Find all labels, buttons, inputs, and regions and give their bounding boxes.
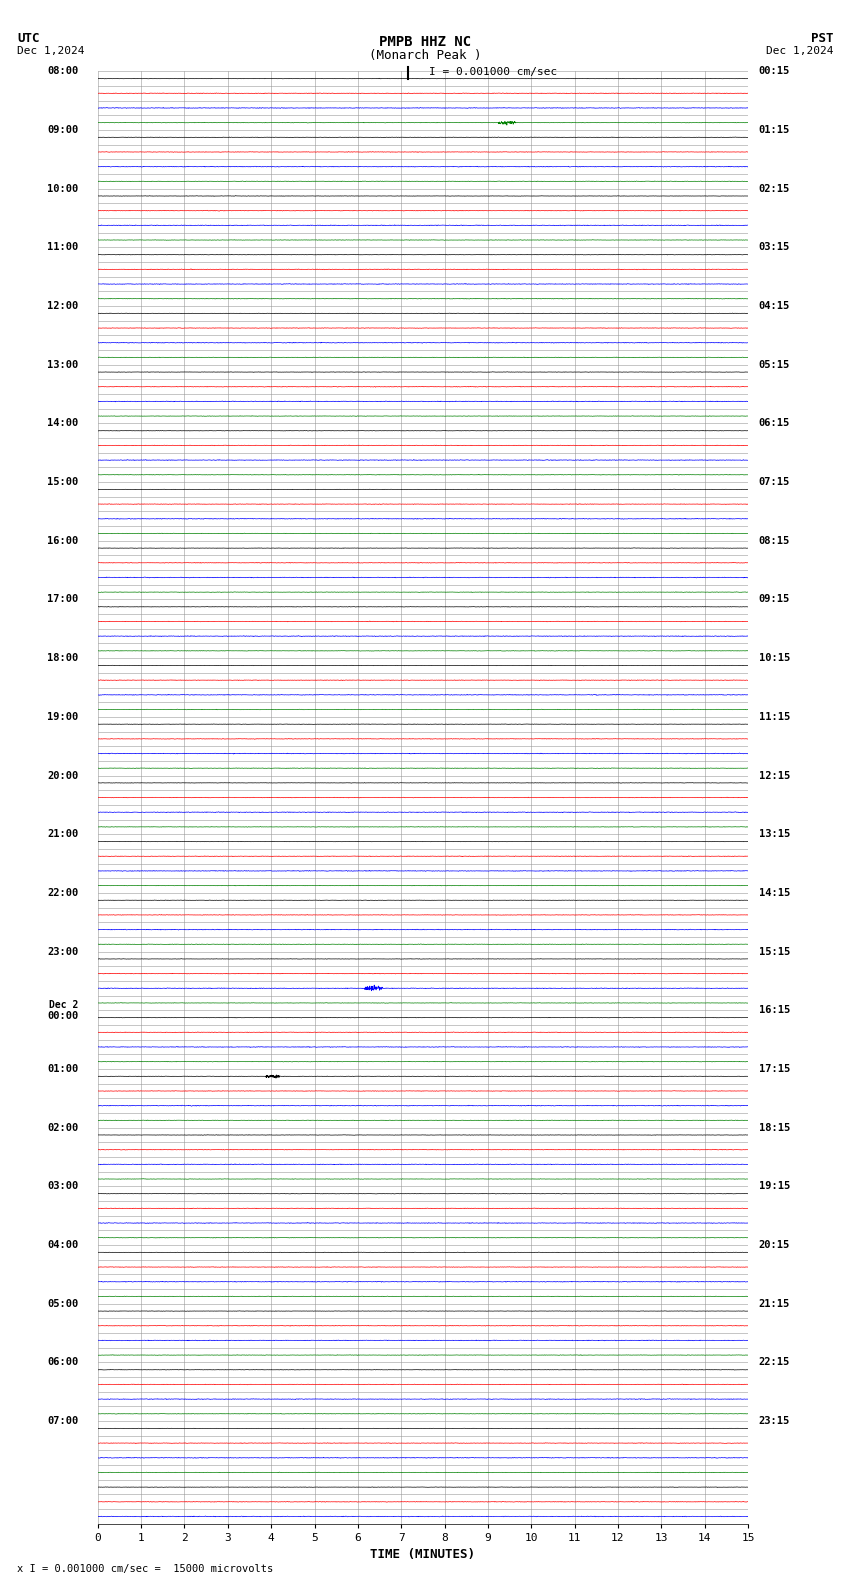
Text: 11:15: 11:15	[759, 711, 791, 722]
Text: 18:15: 18:15	[759, 1123, 791, 1133]
Text: 12:00: 12:00	[47, 301, 78, 310]
Text: 14:00: 14:00	[47, 418, 78, 428]
Text: 10:15: 10:15	[759, 653, 791, 664]
Text: 22:15: 22:15	[759, 1357, 791, 1367]
Text: 15:00: 15:00	[47, 477, 78, 488]
Text: 13:00: 13:00	[47, 360, 78, 369]
Text: 06:00: 06:00	[47, 1357, 78, 1367]
Text: 21:15: 21:15	[759, 1299, 791, 1308]
Text: 23:15: 23:15	[759, 1416, 791, 1426]
Text: 22:00: 22:00	[47, 889, 78, 898]
Text: 14:15: 14:15	[759, 889, 791, 898]
Text: PST: PST	[811, 32, 833, 44]
Text: 04:15: 04:15	[759, 301, 791, 310]
Text: 17:00: 17:00	[47, 594, 78, 605]
Text: 21:00: 21:00	[47, 828, 78, 840]
Text: 07:00: 07:00	[47, 1416, 78, 1426]
Text: (Monarch Peak ): (Monarch Peak )	[369, 49, 481, 62]
Text: 16:15: 16:15	[759, 1006, 791, 1015]
Text: Dec 2: Dec 2	[48, 1000, 78, 1009]
Text: 11:00: 11:00	[47, 242, 78, 252]
Text: 02:00: 02:00	[47, 1123, 78, 1133]
Text: 05:00: 05:00	[47, 1299, 78, 1308]
Text: 09:00: 09:00	[47, 125, 78, 135]
Text: 23:00: 23:00	[47, 947, 78, 957]
Text: 03:15: 03:15	[759, 242, 791, 252]
Text: 20:00: 20:00	[47, 770, 78, 781]
Text: 00:15: 00:15	[759, 67, 791, 76]
Text: 09:15: 09:15	[759, 594, 791, 605]
Text: 10:00: 10:00	[47, 184, 78, 193]
Text: 05:15: 05:15	[759, 360, 791, 369]
Text: 06:15: 06:15	[759, 418, 791, 428]
Text: 19:15: 19:15	[759, 1182, 791, 1191]
Text: I = 0.001000 cm/sec: I = 0.001000 cm/sec	[429, 67, 558, 76]
Text: 16:00: 16:00	[47, 535, 78, 546]
Text: 00:00: 00:00	[47, 1011, 78, 1022]
X-axis label: TIME (MINUTES): TIME (MINUTES)	[371, 1549, 475, 1562]
Text: UTC: UTC	[17, 32, 39, 44]
Text: 19:00: 19:00	[47, 711, 78, 722]
Text: 01:15: 01:15	[759, 125, 791, 135]
Text: Dec 1,2024: Dec 1,2024	[17, 46, 84, 55]
Text: 12:15: 12:15	[759, 770, 791, 781]
Text: 17:15: 17:15	[759, 1064, 791, 1074]
Text: 08:00: 08:00	[47, 67, 78, 76]
Text: 04:00: 04:00	[47, 1240, 78, 1250]
Text: 13:15: 13:15	[759, 828, 791, 840]
Text: 18:00: 18:00	[47, 653, 78, 664]
Text: 01:00: 01:00	[47, 1064, 78, 1074]
Text: 07:15: 07:15	[759, 477, 791, 488]
Text: Dec 1,2024: Dec 1,2024	[766, 46, 833, 55]
Text: x I = 0.001000 cm/sec =  15000 microvolts: x I = 0.001000 cm/sec = 15000 microvolts	[17, 1565, 273, 1574]
Text: 03:00: 03:00	[47, 1182, 78, 1191]
Text: 02:15: 02:15	[759, 184, 791, 193]
Text: 15:15: 15:15	[759, 947, 791, 957]
Text: 08:15: 08:15	[759, 535, 791, 546]
Text: 20:15: 20:15	[759, 1240, 791, 1250]
Text: PMPB HHZ NC: PMPB HHZ NC	[379, 35, 471, 49]
